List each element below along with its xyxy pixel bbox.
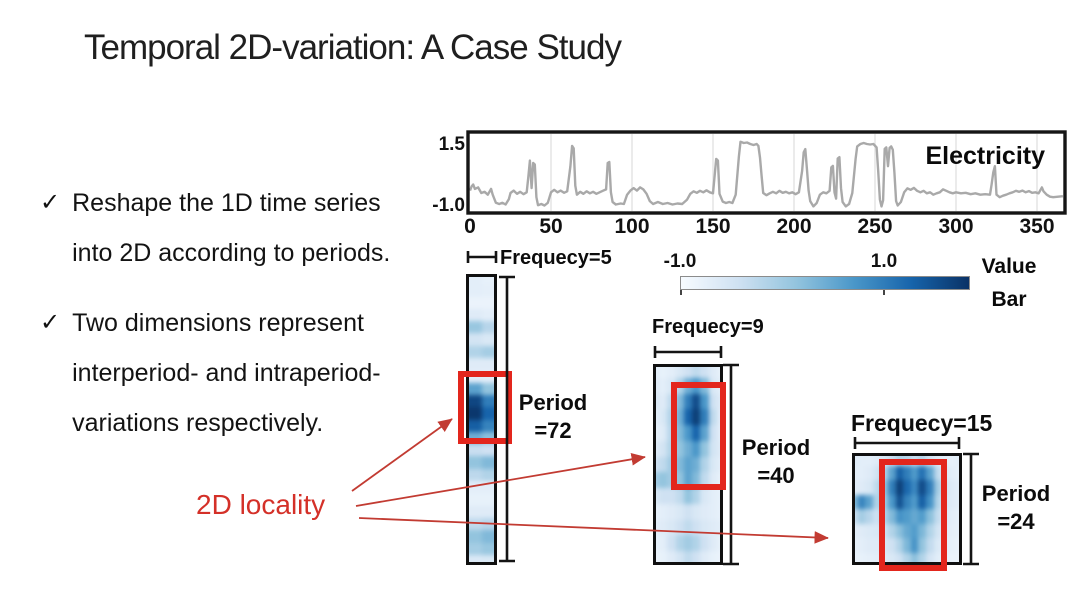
frequency-label-1: Frequecy=5 bbox=[500, 247, 612, 269]
period-label-line: Period bbox=[981, 481, 1051, 506]
frequency-bracket-1 bbox=[466, 251, 498, 263]
plot-border bbox=[466, 130, 1067, 215]
series-title: Electricity bbox=[925, 142, 1045, 170]
timeseries-plot: 1.5 -1.0 Electricity 0 50 100 150 200 25… bbox=[432, 130, 1067, 238]
value-bar-gradient bbox=[680, 276, 970, 290]
value-bar-title-line: Bar bbox=[991, 288, 1027, 311]
frequency-label-2: Frequecy=9 bbox=[652, 316, 764, 338]
bullet-reshape: ✓ Reshape the 1D time series into 2D acc… bbox=[40, 178, 390, 278]
frequency-bracket-2 bbox=[653, 346, 723, 358]
checkmark-icon: ✓ bbox=[40, 309, 61, 336]
svg-text:250: 250 bbox=[857, 215, 892, 238]
bullet-line: Two dimensions represent bbox=[72, 309, 364, 337]
svg-text:150: 150 bbox=[695, 215, 730, 238]
period-label-line: =40 bbox=[757, 463, 795, 488]
bullet-line: interperiod- and intraperiod- bbox=[72, 359, 381, 387]
period-label-line: =72 bbox=[534, 418, 572, 443]
bullet-dimensions: ✓ Two dimensions represent interperiod- … bbox=[40, 298, 381, 448]
svg-text:200: 200 bbox=[776, 215, 811, 238]
electricity-series-line bbox=[468, 140, 1064, 208]
period-label-line: Period bbox=[518, 390, 588, 415]
svg-text:50: 50 bbox=[539, 215, 562, 238]
bullet-line: variations respectively. bbox=[72, 409, 324, 437]
frequency-label-3: Frequecy=15 bbox=[851, 410, 993, 436]
value-bar-title: Value Bar bbox=[974, 250, 1044, 316]
locality-arrow-3 bbox=[358, 517, 829, 544]
y-tick-label: 1.5 bbox=[439, 134, 466, 155]
value-bar-tick bbox=[680, 290, 682, 295]
period-label-3: Period =24 bbox=[976, 480, 1056, 536]
period-label-2: Period =40 bbox=[736, 434, 816, 490]
svg-text:100: 100 bbox=[614, 215, 649, 238]
value-bar-min-label: -1.0 bbox=[663, 251, 697, 272]
heatmap-period-72 bbox=[466, 274, 497, 565]
x-tick-labels: 0 50 100 150 200 250 300 350 bbox=[464, 215, 1054, 238]
period-label-1: Period =72 bbox=[510, 389, 596, 445]
value-bar-max-label: 1.0 bbox=[870, 251, 898, 272]
period-label-line: =24 bbox=[997, 509, 1035, 534]
locality-label: 2D locality bbox=[196, 489, 326, 520]
svg-text:0: 0 bbox=[464, 215, 476, 238]
locality-box-3 bbox=[879, 459, 947, 571]
checkmark-icon: ✓ bbox=[40, 189, 61, 216]
locality-box-1 bbox=[458, 371, 512, 444]
value-bar-title-line: Value bbox=[981, 255, 1037, 278]
frequency-bracket-3 bbox=[853, 437, 961, 449]
page-title: Temporal 2D-variation: A Case Study bbox=[84, 28, 622, 67]
svg-text:300: 300 bbox=[938, 215, 973, 238]
bullet-line: Reshape the 1D time series bbox=[72, 189, 381, 217]
bullet-line: into 2D according to periods. bbox=[72, 239, 391, 267]
locality-box-2 bbox=[671, 382, 726, 490]
y-tick-label: -1.0 bbox=[432, 195, 465, 216]
value-bar-tick bbox=[883, 290, 885, 295]
svg-text:350: 350 bbox=[1019, 215, 1054, 238]
locality-arrow-2 bbox=[355, 453, 646, 507]
period-label-line: Period bbox=[741, 435, 811, 460]
